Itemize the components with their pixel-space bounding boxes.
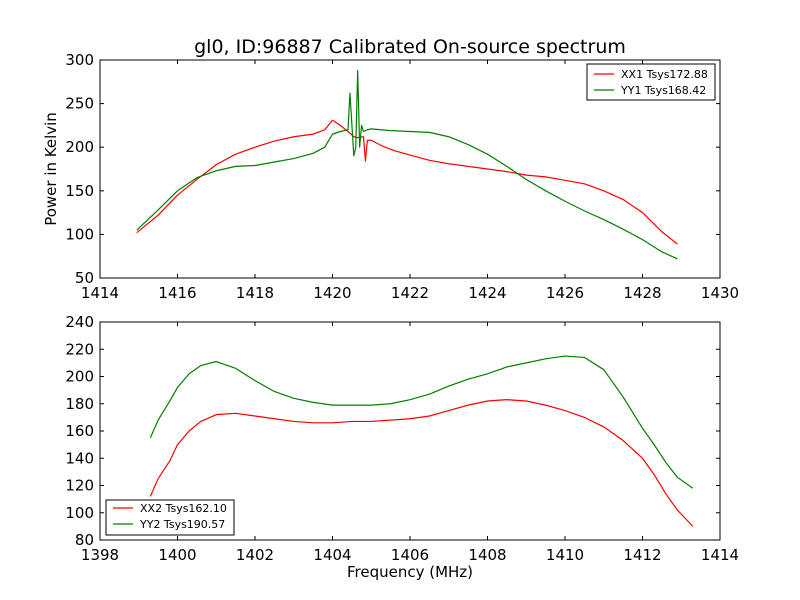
y-tick-label: 250 [65,95,94,113]
legend-top-box [586,63,716,101]
y-tick-label: 240 [65,313,94,331]
x-tick-label: 1424 [468,284,506,302]
x-tick-label: 1408 [468,546,506,564]
subplot-top-marks [136,69,678,260]
x-tick-label: 1400 [158,546,196,564]
x-tick-label: 1418 [236,284,274,302]
subplot-bottom-legend: XX2 Tsys162.10 YY2 Tsys190.57 [105,499,235,536]
x-tick-label: 1426 [546,284,584,302]
legend-bottom-box [105,499,235,536]
x-tick-label: 1402 [236,546,274,564]
x-tick-label: 1420 [313,284,351,302]
x-tick-label: 1422 [391,284,429,302]
figure-title: gl0, ID:96887 Calibrated On-source spect… [194,36,626,58]
x-tick-label: 1430 [701,284,739,302]
x-tick-label: 1406 [391,546,429,564]
y-tick-label: 140 [65,449,94,467]
series-line-xx2 [149,399,694,527]
y-tick-label: 180 [65,395,94,413]
subplot-top-legend: XX1 Tsys172.88 YY1 Tsys168.42 [586,63,716,101]
subplot-top: 1414 1416 1418 1420 1422 1424 1426 1428 1430 50 10… [42,51,739,302]
y-tick-label: 80 [75,531,94,549]
series-line-yy2 [149,355,694,489]
legend-bottom-label-yy2: YY2 Tsys190.57 [139,518,225,531]
y-tick-label: 200 [65,368,94,386]
subplot-bottom-xlabel: Frequency (MHz) [347,563,473,581]
legend-bottom-label-xx2: XX2 Tsys162.10 [140,502,227,515]
y-tick-label: 100 [65,225,94,243]
legend-top-label-xx1: XX1 Tsys172.88 [621,68,708,81]
subplot-bottom-marks [149,355,694,527]
x-tick-label: 1410 [546,546,584,564]
y-tick-label: 100 [65,504,94,522]
y-tick-label: 220 [65,340,94,358]
x-tick-label: 1404 [313,546,351,564]
y-tick-label: 50 [75,269,94,287]
subplot-bottom-ticks: 1398 1400 1402 1404 1406 1408 1410 1412 1414 80 10… [65,313,739,564]
y-tick-label: 150 [65,182,94,200]
series-line-xx1 [136,119,678,245]
y-tick-label: 200 [65,138,94,156]
y-tick-label: 300 [65,51,94,69]
y-tick-label: 120 [65,477,94,495]
x-tick-label: 1414 [81,284,119,302]
series-line-yy1 [136,69,678,260]
y-tick-label: 160 [65,422,94,440]
subplot-bottom: 1398 1400 1402 1404 1406 1408 1410 1412 1414 80 10… [65,313,739,581]
x-tick-label: 1414 [701,546,739,564]
subplot-top-ticks: 1414 1416 1418 1420 1422 1424 1426 1428 1430 50 10… [65,51,739,302]
x-tick-label: 1428 [623,284,661,302]
subplot-top-ylabel: Power in Kelvin [42,112,60,226]
x-tick-label: 1416 [158,284,196,302]
x-tick-label: 1398 [81,546,119,564]
legend-top-label-yy1: YY1 Tsys168.42 [620,84,706,97]
x-tick-label: 1412 [623,546,661,564]
